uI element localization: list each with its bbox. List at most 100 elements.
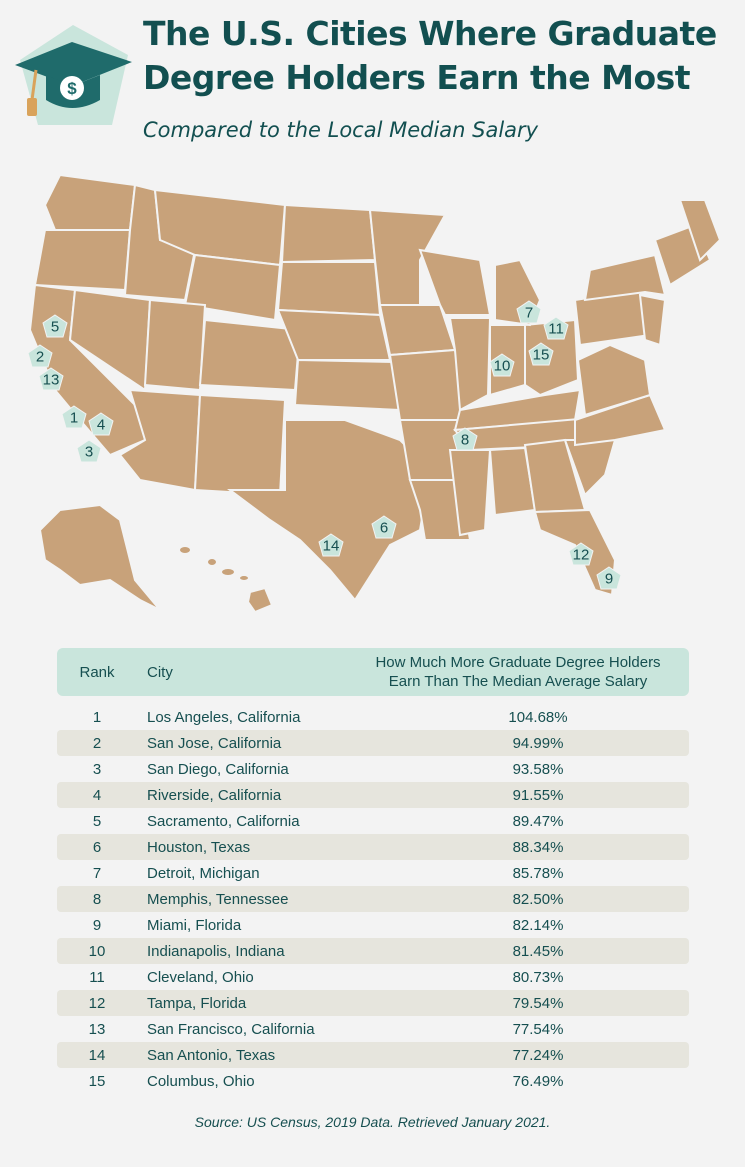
city-cell: Cleveland, Ohio [147, 968, 254, 986]
city-marker-10: 10 [489, 353, 515, 377]
header-rank: Rank [79, 663, 115, 681]
city-cell: Tampa, Florida [147, 994, 247, 1012]
ranking-table: Rank City How Much More Graduate Degree … [57, 648, 689, 1094]
svg-text:3: 3 [85, 444, 93, 461]
rank-cell: 6 [92, 838, 102, 856]
city-marker-14: 14 [318, 533, 344, 557]
city-cell: San Antonio, Texas [147, 1046, 276, 1064]
rank-cell: 9 [92, 916, 102, 934]
city-marker-2: 2 [27, 344, 53, 368]
svg-text:$: $ [67, 79, 77, 98]
city-cell: Sacramento, California [147, 812, 300, 830]
table-row: 6 Houston, Texas 88.34% [57, 834, 689, 860]
svg-text:11: 11 [548, 321, 564, 338]
city-marker-12: 12 [568, 542, 594, 566]
percent-cell: 77.54% [512, 1020, 564, 1038]
city-marker-5: 5 [42, 314, 68, 338]
city-marker-15: 15 [528, 342, 554, 366]
city-marker-13: 13 [38, 367, 64, 391]
city-marker-8: 8 [452, 427, 478, 451]
svg-text:12: 12 [573, 547, 590, 564]
city-cell: San Francisco, California [147, 1020, 315, 1038]
table-row: 8 Memphis, Tennessee 82.50% [57, 886, 689, 912]
percent-cell: 94.99% [512, 734, 564, 752]
table-body: 1 Los Angeles, California 104.68% 2 San Jose… [57, 704, 689, 1094]
city-marker-11: 11 [543, 316, 569, 340]
source-note: Source: US Census, 2019 Data. Retrieved … [194, 1114, 551, 1130]
table-row: 15 Columbus, Ohio 76.49% [57, 1068, 689, 1094]
percent-cell: 82.50% [512, 890, 564, 908]
table-row: 1 Los Angeles, California 104.68% [57, 704, 689, 730]
rank-cell: 3 [92, 760, 102, 778]
percent-cell: 77.24% [512, 1046, 564, 1064]
city-marker-9: 9 [596, 566, 622, 590]
city-marker-4: 4 [88, 412, 114, 436]
us-map: 1 2 3 4 5 6 7 8 [27, 173, 722, 614]
table-row: 5 Sacramento, California 89.47% [57, 808, 689, 834]
rank-cell: 2 [92, 734, 102, 752]
percent-cell: 76.49% [512, 1072, 564, 1090]
svg-text:2: 2 [36, 349, 44, 366]
rank-cell: 8 [92, 890, 102, 908]
rank-cell: 14 [88, 1046, 106, 1064]
table-row: 7 Detroit, Michigan 85.78% [57, 860, 689, 886]
rank-cell: 13 [88, 1020, 106, 1038]
city-cell: Memphis, Tennessee [147, 890, 289, 908]
svg-text:1: 1 [70, 410, 78, 427]
percent-cell: 91.55% [512, 786, 564, 804]
svg-text:6: 6 [380, 520, 388, 537]
rank-cell: 7 [92, 864, 102, 882]
svg-text:10: 10 [494, 358, 511, 375]
rank-cell: 12 [88, 994, 106, 1012]
title-line-1: The U.S. Cities Where Graduate [143, 14, 717, 53]
city-cell: Miami, Florida [147, 916, 242, 934]
city-cell: Columbus, Ohio [147, 1072, 255, 1090]
header-percent: How Much More Graduate Degree Holders Ea… [347, 653, 689, 691]
city-cell: Los Angeles, California [147, 708, 301, 726]
percent-cell: 80.73% [512, 968, 564, 986]
page-title: The U.S. Cities Where Graduate Degree Ho… [143, 12, 743, 100]
city-marker-1: 1 [61, 405, 87, 429]
table-header: Rank City How Much More Graduate Degree … [57, 648, 689, 696]
svg-text:15: 15 [533, 347, 550, 364]
city-cell: Riverside, California [147, 786, 282, 804]
table-row: 13 San Francisco, California 77.54% [57, 1016, 689, 1042]
table-row: 12 Tampa, Florida 79.54% [57, 990, 689, 1016]
rank-cell: 5 [92, 812, 102, 830]
percent-cell: 81.45% [512, 942, 564, 960]
table-row: 14 San Antonio, Texas 77.24% [57, 1042, 689, 1068]
page-subtitle: Compared to the Local Median Salary [143, 118, 539, 142]
city-marker-7: 7 [516, 300, 542, 324]
city-marker-3: 3 [76, 439, 102, 463]
percent-cell: 93.58% [512, 760, 564, 778]
header-percent-line-2: Earn Than The Median Average Salary [388, 673, 648, 690]
rank-cell: 4 [92, 786, 102, 804]
graduation-cap-dollar-icon: $ [15, 25, 132, 125]
title-line-2: Degree Holders Earn the Most [143, 58, 691, 97]
svg-text:4: 4 [97, 417, 105, 434]
non-contiguous-states [38, 503, 274, 614]
percent-cell: 82.14% [512, 916, 564, 934]
table-row: 10 Indianapolis, Indiana 81.45% [57, 938, 689, 964]
city-cell: Indianapolis, Indiana [147, 942, 285, 960]
percent-cell: 89.47% [512, 812, 564, 830]
percent-cell: 79.54% [512, 994, 564, 1012]
rank-cell: 1 [92, 708, 102, 726]
city-markers: 1 2 3 4 5 6 7 8 [27, 300, 622, 590]
header-percent-line-1: How Much More Graduate Degree Holders [375, 654, 661, 671]
svg-text:8: 8 [461, 432, 469, 449]
table-row: 9 Miami, Florida 82.14% [57, 912, 689, 938]
rank-cell: 10 [88, 942, 106, 960]
percent-cell: 104.68% [508, 708, 568, 726]
table-row: 11 Cleveland, Ohio 80.73% [57, 964, 689, 990]
svg-text:14: 14 [323, 538, 340, 555]
svg-text:7: 7 [525, 305, 533, 322]
svg-text:5: 5 [51, 319, 59, 336]
city-marker-6: 6 [371, 515, 397, 539]
svg-text:13: 13 [43, 372, 60, 389]
percent-cell: 85.78% [512, 864, 564, 882]
table-row: 4 Riverside, California 91.55% [57, 782, 689, 808]
table-row: 2 San Jose, California 94.99% [57, 730, 689, 756]
percent-cell: 88.34% [512, 838, 564, 856]
header-city: City [147, 663, 173, 681]
